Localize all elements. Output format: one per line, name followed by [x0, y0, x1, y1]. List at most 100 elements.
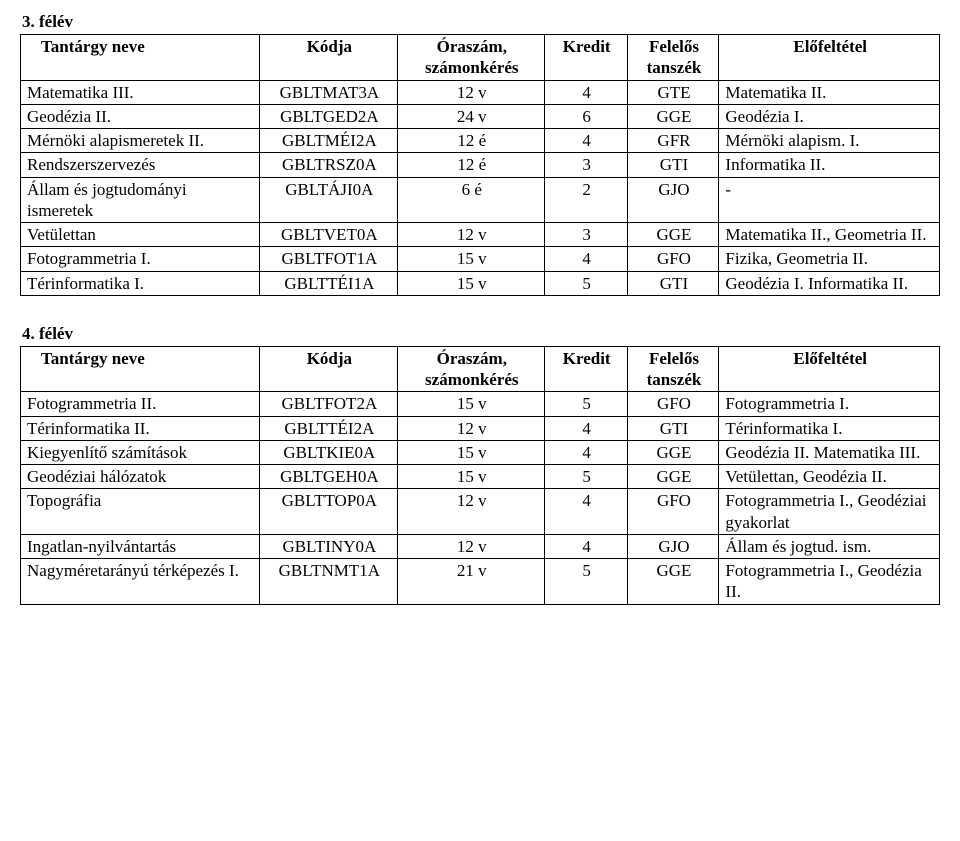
cell-code: GBLTGEH0A — [259, 465, 397, 489]
cell-hours: 15 v — [397, 247, 544, 271]
semester-3-table: Tantárgy neve Kódja Óraszám,számonkérés … — [20, 34, 940, 296]
cell-hours: 21 v — [397, 559, 544, 605]
cell-hours: 15 v — [397, 440, 544, 464]
table-row: Geodézia II.GBLTGED2A24 v6GGEGeodézia I. — [21, 104, 940, 128]
cell-credit: 4 — [544, 129, 627, 153]
cell-name: Geodéziai hálózatok — [21, 465, 260, 489]
table-row: Kiegyenlítő számításokGBLTKIE0A15 v4GGEG… — [21, 440, 940, 464]
cell-dept: GFO — [627, 247, 719, 271]
table-row: Matematika III.GBLTMAT3A12 v4GTEMatemati… — [21, 80, 940, 104]
cell-credit: 5 — [544, 271, 627, 295]
cell-name: Rendszerszervezés — [21, 153, 260, 177]
cell-code: GBLTINY0A — [259, 534, 397, 558]
cell-hours: 12 v — [397, 223, 544, 247]
cell-name: Kiegyenlítő számítások — [21, 440, 260, 464]
cell-code: GBLTÁJI0A — [259, 177, 397, 223]
cell-name: Fotogrammetria I. — [21, 247, 260, 271]
cell-hours: 12 é — [397, 129, 544, 153]
table-row: TopográfiaGBLTTOP0A12 v4GFOFotogrammetri… — [21, 489, 940, 535]
cell-name: Ingatlan-nyilvántartás — [21, 534, 260, 558]
cell-credit: 4 — [544, 247, 627, 271]
cell-name: Matematika III. — [21, 80, 260, 104]
col-credit: Kredit — [544, 346, 627, 392]
semester-4-title: 4. félév — [20, 324, 940, 344]
col-hours: Óraszám,számonkérés — [397, 35, 544, 81]
cell-credit: 4 — [544, 440, 627, 464]
cell-hours: 6 é — [397, 177, 544, 223]
cell-code: GBLTKIE0A — [259, 440, 397, 464]
cell-hours: 12 v — [397, 416, 544, 440]
cell-code: GBLTTOP0A — [259, 489, 397, 535]
cell-prereq: Fotogrammetria I., Geodézia II. — [719, 559, 940, 605]
col-name: Tantárgy neve — [21, 35, 260, 81]
cell-prereq: - — [719, 177, 940, 223]
col-code: Kódja — [259, 346, 397, 392]
cell-dept: GGE — [627, 440, 719, 464]
cell-name: Állam és jogtudományi ismeretek — [21, 177, 260, 223]
cell-code: GBLTFOT1A — [259, 247, 397, 271]
cell-prereq: Geodézia II. Matematika III. — [719, 440, 940, 464]
cell-credit: 4 — [544, 489, 627, 535]
table-row: Térinformatika I.GBLTTÉI1A15 v5GTIGeodéz… — [21, 271, 940, 295]
cell-name: Vetülettan — [21, 223, 260, 247]
cell-hours: 15 v — [397, 392, 544, 416]
cell-code: GBLTFOT2A — [259, 392, 397, 416]
table-row: Geodéziai hálózatokGBLTGEH0A15 v5GGEVetü… — [21, 465, 940, 489]
cell-hours: 24 v — [397, 104, 544, 128]
cell-name: Geodézia II. — [21, 104, 260, 128]
cell-code: GBLTVET0A — [259, 223, 397, 247]
cell-credit: 6 — [544, 104, 627, 128]
cell-name: Térinformatika II. — [21, 416, 260, 440]
table-row: Nagyméretarányú térképezés I.GBLTNMT1A21… — [21, 559, 940, 605]
cell-dept: GGE — [627, 104, 719, 128]
cell-prereq: Vetülettan, Geodézia II. — [719, 465, 940, 489]
col-dept: Felelőstanszék — [627, 346, 719, 392]
cell-prereq: Fotogrammetria I., Geodéziai gyakorlat — [719, 489, 940, 535]
table-row: Ingatlan-nyilvántartásGBLTINY0A12 v4GJOÁ… — [21, 534, 940, 558]
cell-prereq: Informatika II. — [719, 153, 940, 177]
cell-dept: GTE — [627, 80, 719, 104]
col-prereq: Előfeltétel — [719, 346, 940, 392]
cell-dept: GJO — [627, 534, 719, 558]
table-header-row: Tantárgy neve Kódja Óraszám,számonkérés … — [21, 35, 940, 81]
cell-dept: GGE — [627, 559, 719, 605]
cell-credit: 4 — [544, 416, 627, 440]
cell-code: GBLTMÉI2A — [259, 129, 397, 153]
cell-dept: GGE — [627, 465, 719, 489]
col-credit: Kredit — [544, 35, 627, 81]
cell-prereq: Geodézia I. — [719, 104, 940, 128]
cell-dept: GTI — [627, 271, 719, 295]
cell-prereq: Matematika II., Geometria II. — [719, 223, 940, 247]
cell-hours: 12 v — [397, 534, 544, 558]
cell-hours: 12 v — [397, 80, 544, 104]
cell-dept: GFR — [627, 129, 719, 153]
col-prereq: Előfeltétel — [719, 35, 940, 81]
cell-code: GBLTMAT3A — [259, 80, 397, 104]
col-name: Tantárgy neve — [21, 346, 260, 392]
cell-credit: 5 — [544, 465, 627, 489]
cell-prereq: Geodézia I. Informatika II. — [719, 271, 940, 295]
cell-name: Topográfia — [21, 489, 260, 535]
col-hours: Óraszám,számonkérés — [397, 346, 544, 392]
cell-dept: GTI — [627, 416, 719, 440]
col-dept: Felelőstanszék — [627, 35, 719, 81]
cell-code: GBLTRSZ0A — [259, 153, 397, 177]
table-row: RendszerszervezésGBLTRSZ0A12 é3GTIInform… — [21, 153, 940, 177]
cell-dept: GJO — [627, 177, 719, 223]
cell-hours: 12 é — [397, 153, 544, 177]
table-row: Mérnöki alapismeretek II.GBLTMÉI2A12 é4G… — [21, 129, 940, 153]
cell-credit: 5 — [544, 559, 627, 605]
cell-name: Mérnöki alapismeretek II. — [21, 129, 260, 153]
cell-prereq: Fizika, Geometria II. — [719, 247, 940, 271]
cell-dept: GFO — [627, 489, 719, 535]
table-row: Állam és jogtudományi ismeretekGBLTÁJI0A… — [21, 177, 940, 223]
cell-credit: 4 — [544, 534, 627, 558]
cell-prereq: Mérnöki alapism. I. — [719, 129, 940, 153]
semester-4-table: Tantárgy neve Kódja Óraszám,számonkérés … — [20, 346, 940, 605]
table-row: VetülettanGBLTVET0A12 v3GGEMatematika II… — [21, 223, 940, 247]
cell-credit: 3 — [544, 223, 627, 247]
cell-name: Térinformatika I. — [21, 271, 260, 295]
cell-prereq: Fotogrammetria I. — [719, 392, 940, 416]
cell-hours: 15 v — [397, 465, 544, 489]
cell-prereq: Állam és jogtud. ism. — [719, 534, 940, 558]
